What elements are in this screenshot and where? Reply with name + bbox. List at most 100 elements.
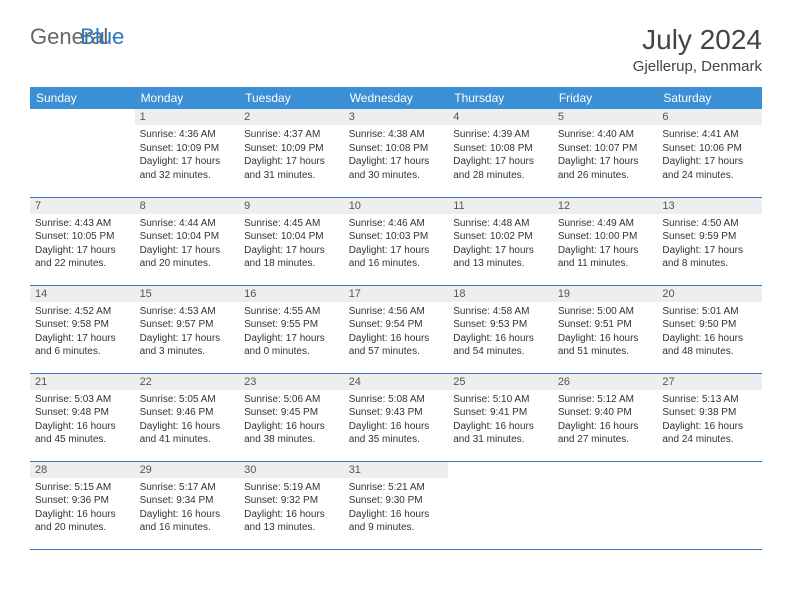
calendar-day-cell: 3Sunrise: 4:38 AMSunset: 10:08 PMDayligh… [344,109,449,197]
day-number: 13 [657,198,762,214]
calendar-day-cell: 9Sunrise: 4:45 AMSunset: 10:04 PMDayligh… [239,197,344,285]
calendar-day-cell: 4Sunrise: 4:39 AMSunset: 10:08 PMDayligh… [448,109,553,197]
day-number: 3 [344,109,449,125]
brand-logo: General Blue [30,24,124,50]
day-number: 31 [344,462,449,478]
day-details: Sunrise: 4:46 AMSunset: 10:03 PMDaylight… [344,214,449,275]
calendar-day-cell: 13Sunrise: 4:50 AMSunset: 9:59 PMDayligh… [657,197,762,285]
weekday-header: Monday [135,87,240,109]
calendar-day-cell [553,461,658,549]
day-details: Sunrise: 4:58 AMSunset: 9:53 PMDaylight:… [448,302,553,363]
day-details: Sunrise: 5:06 AMSunset: 9:45 PMDaylight:… [239,390,344,451]
day-details: Sunrise: 5:21 AMSunset: 9:30 PMDaylight:… [344,478,449,539]
day-number: 16 [239,286,344,302]
calendar-day-cell [448,461,553,549]
brand-text-blue: Blue [80,24,124,50]
weekday-header: Thursday [448,87,553,109]
day-number: 4 [448,109,553,125]
day-number: 11 [448,198,553,214]
day-number: 6 [657,109,762,125]
day-number: 20 [657,286,762,302]
day-number: 21 [30,374,135,390]
calendar-day-cell: 8Sunrise: 4:44 AMSunset: 10:04 PMDayligh… [135,197,240,285]
calendar-table: SundayMondayTuesdayWednesdayThursdayFrid… [30,87,762,550]
calendar-day-cell: 18Sunrise: 4:58 AMSunset: 9:53 PMDayligh… [448,285,553,373]
day-number: 12 [553,198,658,214]
calendar-day-cell: 28Sunrise: 5:15 AMSunset: 9:36 PMDayligh… [30,461,135,549]
day-details: Sunrise: 4:49 AMSunset: 10:00 PMDaylight… [553,214,658,275]
day-details: Sunrise: 5:17 AMSunset: 9:34 PMDaylight:… [135,478,240,539]
calendar-week-row: 1Sunrise: 4:36 AMSunset: 10:09 PMDayligh… [30,109,762,197]
day-number: 22 [135,374,240,390]
calendar-day-cell: 23Sunrise: 5:06 AMSunset: 9:45 PMDayligh… [239,373,344,461]
day-details: Sunrise: 4:44 AMSunset: 10:04 PMDaylight… [135,214,240,275]
day-number: 18 [448,286,553,302]
day-number: 1 [135,109,240,125]
day-number: 30 [239,462,344,478]
day-number: 24 [344,374,449,390]
day-details: Sunrise: 5:01 AMSunset: 9:50 PMDaylight:… [657,302,762,363]
calendar-day-cell: 19Sunrise: 5:00 AMSunset: 9:51 PMDayligh… [553,285,658,373]
day-details: Sunrise: 4:38 AMSunset: 10:08 PMDaylight… [344,125,449,186]
calendar-day-cell: 17Sunrise: 4:56 AMSunset: 9:54 PMDayligh… [344,285,449,373]
calendar-week-row: 28Sunrise: 5:15 AMSunset: 9:36 PMDayligh… [30,461,762,549]
day-details: Sunrise: 4:39 AMSunset: 10:08 PMDaylight… [448,125,553,186]
calendar-day-cell: 10Sunrise: 4:46 AMSunset: 10:03 PMDaylig… [344,197,449,285]
day-number: 28 [30,462,135,478]
day-details: Sunrise: 4:43 AMSunset: 10:05 PMDaylight… [30,214,135,275]
day-details: Sunrise: 4:50 AMSunset: 9:59 PMDaylight:… [657,214,762,275]
calendar-day-cell [657,461,762,549]
day-number: 5 [553,109,658,125]
day-details: Sunrise: 4:45 AMSunset: 10:04 PMDaylight… [239,214,344,275]
weekday-header-row: SundayMondayTuesdayWednesdayThursdayFrid… [30,87,762,109]
day-number: 19 [553,286,658,302]
calendar-week-row: 7Sunrise: 4:43 AMSunset: 10:05 PMDayligh… [30,197,762,285]
calendar-day-cell: 2Sunrise: 4:37 AMSunset: 10:09 PMDayligh… [239,109,344,197]
day-number: 25 [448,374,553,390]
header: General Blue July 2024 Gjellerup, Denmar… [30,24,762,75]
calendar-day-cell: 1Sunrise: 4:36 AMSunset: 10:09 PMDayligh… [135,109,240,197]
day-details: Sunrise: 5:19 AMSunset: 9:32 PMDaylight:… [239,478,344,539]
day-number: 9 [239,198,344,214]
day-details: Sunrise: 4:36 AMSunset: 10:09 PMDaylight… [135,125,240,186]
calendar-day-cell: 31Sunrise: 5:21 AMSunset: 9:30 PMDayligh… [344,461,449,549]
calendar-day-cell: 15Sunrise: 4:53 AMSunset: 9:57 PMDayligh… [135,285,240,373]
day-number: 27 [657,374,762,390]
weekday-header: Sunday [30,87,135,109]
calendar-day-cell: 27Sunrise: 5:13 AMSunset: 9:38 PMDayligh… [657,373,762,461]
page-title: July 2024 [633,24,762,56]
calendar-day-cell [30,109,135,197]
day-details: Sunrise: 5:03 AMSunset: 9:48 PMDaylight:… [30,390,135,451]
calendar-day-cell: 16Sunrise: 4:55 AMSunset: 9:55 PMDayligh… [239,285,344,373]
day-number: 29 [135,462,240,478]
calendar-day-cell: 21Sunrise: 5:03 AMSunset: 9:48 PMDayligh… [30,373,135,461]
weekday-header: Saturday [657,87,762,109]
location-label: Gjellerup, Denmark [633,58,762,75]
calendar-week-row: 21Sunrise: 5:03 AMSunset: 9:48 PMDayligh… [30,373,762,461]
calendar-day-cell: 26Sunrise: 5:12 AMSunset: 9:40 PMDayligh… [553,373,658,461]
calendar-day-cell: 11Sunrise: 4:48 AMSunset: 10:02 PMDaylig… [448,197,553,285]
calendar-day-cell: 5Sunrise: 4:40 AMSunset: 10:07 PMDayligh… [553,109,658,197]
day-number: 7 [30,198,135,214]
calendar-day-cell: 22Sunrise: 5:05 AMSunset: 9:46 PMDayligh… [135,373,240,461]
weekday-header: Friday [553,87,658,109]
weekday-header: Wednesday [344,87,449,109]
day-details: Sunrise: 4:56 AMSunset: 9:54 PMDaylight:… [344,302,449,363]
calendar-week-row: 14Sunrise: 4:52 AMSunset: 9:58 PMDayligh… [30,285,762,373]
day-number: 10 [344,198,449,214]
calendar-day-cell: 25Sunrise: 5:10 AMSunset: 9:41 PMDayligh… [448,373,553,461]
day-details: Sunrise: 4:52 AMSunset: 9:58 PMDaylight:… [30,302,135,363]
calendar-day-cell: 7Sunrise: 4:43 AMSunset: 10:05 PMDayligh… [30,197,135,285]
day-number: 17 [344,286,449,302]
day-details: Sunrise: 5:13 AMSunset: 9:38 PMDaylight:… [657,390,762,451]
day-details: Sunrise: 4:40 AMSunset: 10:07 PMDaylight… [553,125,658,186]
day-details: Sunrise: 4:41 AMSunset: 10:06 PMDaylight… [657,125,762,186]
calendar-day-cell: 6Sunrise: 4:41 AMSunset: 10:06 PMDayligh… [657,109,762,197]
day-number: 23 [239,374,344,390]
day-number: 14 [30,286,135,302]
day-details: Sunrise: 4:55 AMSunset: 9:55 PMDaylight:… [239,302,344,363]
day-details: Sunrise: 4:37 AMSunset: 10:09 PMDaylight… [239,125,344,186]
day-number: 8 [135,198,240,214]
day-details: Sunrise: 5:08 AMSunset: 9:43 PMDaylight:… [344,390,449,451]
calendar-day-cell: 20Sunrise: 5:01 AMSunset: 9:50 PMDayligh… [657,285,762,373]
